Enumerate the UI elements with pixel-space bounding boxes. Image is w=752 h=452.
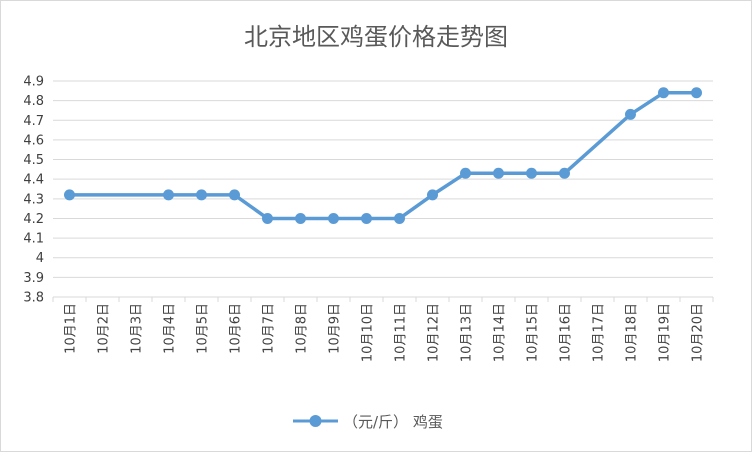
y-axis: 3.8 3.9 4 4.1 4.2 4.3 4.4 4.5 4.6 4.7 4.8 4.9: [23, 75, 44, 306]
data-point: [328, 212, 339, 224]
x-tick-label: 10月6日: [229, 303, 244, 354]
x-tick-label: 10月13日: [460, 303, 475, 362]
y-tick-label: 4.5: [23, 153, 44, 168]
grid-lines: [53, 80, 713, 298]
x-tick-label: 10月2日: [97, 303, 112, 354]
y-tick-label: 4.9: [23, 75, 44, 90]
x-tick-label: 10月8日: [295, 303, 310, 354]
data-point: [262, 212, 273, 224]
chart-title: 北京地区鸡蛋价格走势图: [244, 23, 508, 51]
data-point: [163, 189, 174, 201]
data-point: [559, 167, 570, 179]
y-tick-label: 4.1: [23, 232, 44, 247]
data-point: [196, 189, 207, 201]
x-tick-label: 10月14日: [493, 303, 508, 362]
x-tick-label: 10月20日: [691, 303, 706, 362]
x-tick-label: 10月17日: [592, 303, 607, 362]
data-point: [394, 212, 405, 224]
data-point: [295, 212, 306, 224]
x-tick-label: 10月10日: [361, 303, 376, 362]
y-tick-label: 4.4: [23, 173, 44, 188]
x-tick-label: 10月18日: [625, 303, 640, 362]
x-tick-label: 10月7日: [262, 303, 277, 354]
x-tick-label: 10月15日: [526, 303, 541, 362]
x-tick-label: 10月4日: [163, 303, 178, 354]
series-line: [67, 91, 699, 221]
data-point: [691, 87, 702, 99]
data-point: [658, 87, 669, 99]
y-tick-label: 4.6: [23, 133, 44, 148]
series-eggs: [64, 87, 702, 224]
data-point: [526, 167, 537, 179]
x-tick-label: 10月12日: [427, 303, 442, 362]
data-point: [625, 108, 636, 120]
x-tick-label: 10月3日: [130, 303, 145, 354]
y-tick-label: 3.9: [23, 271, 44, 286]
legend-label: （元/斤） 鸡蛋: [343, 413, 443, 431]
x-tick-label: 10月11日: [394, 303, 409, 362]
data-point: [229, 189, 240, 201]
x-tick-label: 10月5日: [196, 303, 211, 354]
x-axis: 10月1日 10月2日 10月3日 10月4日 10月5日 10月6日 10月7日 10月8日…: [52, 296, 714, 362]
x-tick-label: 10月19日: [658, 303, 673, 362]
legend: （元/斤） 鸡蛋: [293, 413, 443, 431]
y-tick-label: 4.3: [23, 192, 44, 207]
y-tick-label: 4: [36, 251, 44, 266]
data-point: [361, 212, 372, 224]
y-tick-label: 4.2: [23, 212, 44, 227]
y-tick-label: 3.8: [23, 291, 44, 306]
x-tick-label: 10月16日: [559, 303, 574, 362]
data-point: [493, 167, 504, 179]
x-tick-label: 10月9日: [328, 303, 343, 354]
data-point: [460, 167, 471, 179]
legend-swatch-marker: [309, 415, 322, 427]
data-point: [427, 189, 438, 201]
x-tick-label: 10月1日: [64, 303, 79, 354]
y-tick-label: 4.8: [23, 94, 44, 109]
data-point: [64, 189, 75, 201]
y-tick-label: 4.7: [23, 114, 44, 129]
